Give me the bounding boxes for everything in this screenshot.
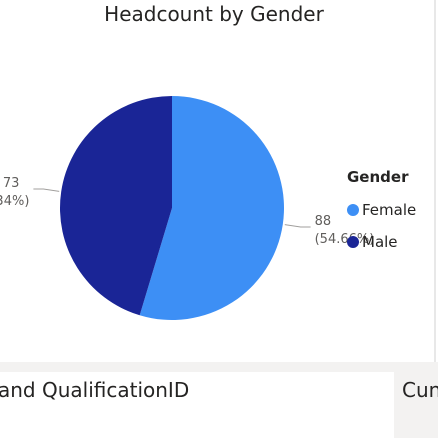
pie-slice-female[interactable] — [139, 96, 285, 320]
chart-title: Headcount by Gender — [104, 2, 324, 26]
legend-item-female[interactable]: Female — [347, 194, 416, 226]
data-labels: 88 (54.66%) 73 (45.34%) — [0, 176, 374, 247]
leader-line-male — [33, 188, 60, 192]
legend: Gender Female Male — [347, 168, 416, 258]
legend-swatch-male — [347, 236, 359, 248]
legend-label-male: Male — [362, 233, 398, 251]
next-visual-area — [0, 362, 438, 438]
data-label-percent-female: (54.66%) — [315, 232, 375, 247]
visual-border — [434, 0, 436, 362]
data-label-percent-male: (45.34%) — [0, 194, 29, 209]
leader-line-female — [284, 224, 311, 228]
data-label-value-male: 73 — [3, 176, 20, 191]
pie-slices — [60, 96, 285, 320]
divider — [0, 362, 438, 372]
legend-label-female: Female — [362, 201, 417, 219]
next-visual-title: and QualificationID — [0, 378, 190, 402]
leader-lines — [33, 188, 311, 228]
legend-title: Gender — [347, 168, 409, 186]
legend-swatch-female — [347, 204, 359, 216]
adjacent-visual-title: Cun — [402, 378, 438, 402]
data-label-value-female: 88 — [315, 214, 332, 229]
pie-chart: 88 (54.66%) 73 (45.34%) — [0, 96, 374, 320]
adjacent-visual-panel — [394, 372, 438, 438]
pie-slice-male[interactable] — [60, 96, 173, 316]
legend-item-male[interactable]: Male — [347, 226, 416, 258]
